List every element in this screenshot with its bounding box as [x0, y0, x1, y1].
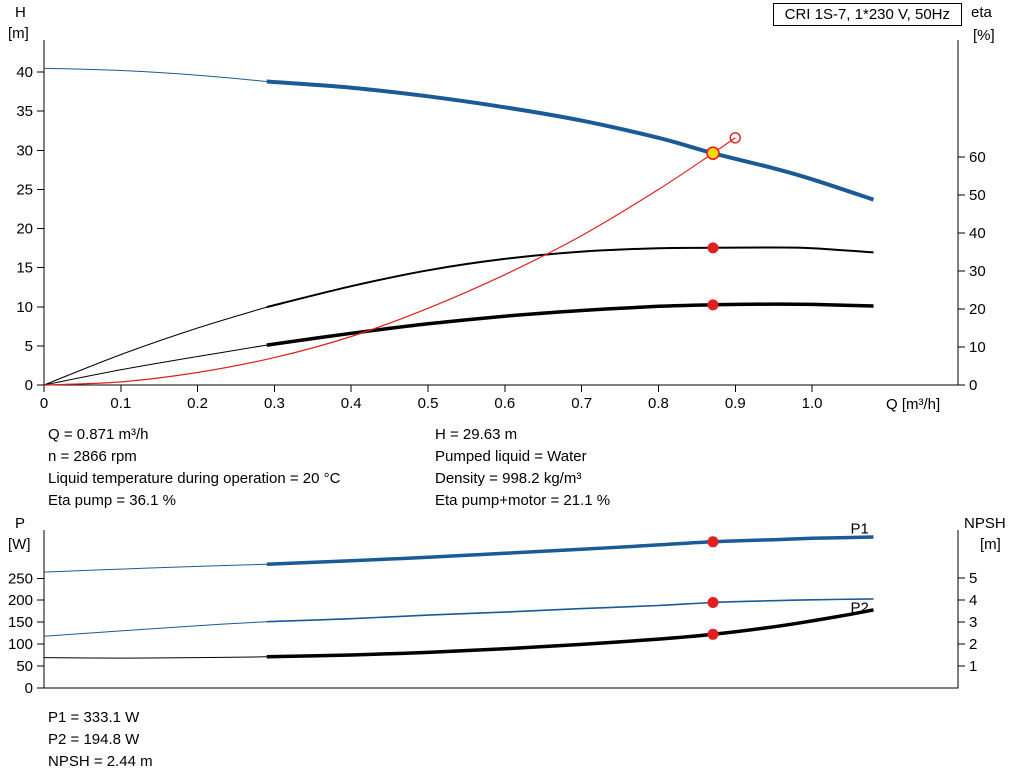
- power-npsh-chart-p1-lead: [43, 563, 267, 573]
- qh-eta-chart-eta-pump-lead: [43, 306, 267, 386]
- x-tick-label: 0.8: [648, 395, 669, 412]
- y-right-tick-label: 1: [969, 658, 977, 675]
- y-left-tick-label: 20: [16, 221, 33, 238]
- y-right-tick-label: 20: [969, 301, 986, 318]
- y-left-tick-label: 5: [25, 338, 33, 355]
- npsh-duty-dot: [707, 628, 719, 640]
- y-left-tick-label: 0: [25, 680, 33, 697]
- y-right-tick-label: 30: [969, 263, 986, 280]
- x-tick-label: 0.7: [571, 395, 592, 412]
- x-tick-label: 0.1: [110, 395, 131, 412]
- system-open-circle: [729, 132, 741, 144]
- qh-eta-chart-eta-pump-curve: [266, 246, 874, 309]
- power-npsh-chart-axes: [43, 530, 959, 689]
- y-left-tick-label: 30: [16, 142, 33, 159]
- info-liquid-temp: Liquid temperature during operation = 20…: [48, 470, 341, 487]
- p-axis-unit: [W]: [8, 536, 31, 553]
- x-tick-label: 0.4: [341, 395, 362, 412]
- y-right-tick-label: 40: [969, 225, 986, 242]
- y-left-tick-label: 100: [8, 636, 33, 653]
- info-eta-pump-motor: Eta pump+motor = 21.1 %: [435, 492, 611, 509]
- qh-eta-chart-eta-pump-motor-curve: [266, 302, 874, 347]
- y-right-tick-label: 5: [969, 570, 977, 587]
- eta-pump-duty-dot: [707, 242, 719, 254]
- pump-title-box: CRI 1S-7, 1*230 V, 50Hz: [772, 3, 962, 26]
- x-tick-label: 0: [40, 395, 48, 412]
- qh-eta-chart-system-curve: [43, 137, 736, 386]
- eta-axis-title: eta: [971, 4, 992, 21]
- info-p1: P1 = 333.1 W: [48, 709, 140, 726]
- qh-eta-chart-qh-curve: [266, 79, 875, 202]
- y-left-tick-label: 200: [8, 592, 33, 609]
- x-tick-label: 0.5: [418, 395, 439, 412]
- power-npsh-chart: 0 50 100 150 200 250 1 2 3 4 5 P1 P2: [8, 521, 977, 697]
- info-p2: P2 = 194.8 W: [48, 731, 140, 748]
- pump-title: CRI 1S-7, 1*230 V, 50Hz: [784, 6, 950, 23]
- y-right-tick-label: 3: [969, 614, 977, 631]
- info-density: Density = 998.2 kg/m³: [435, 470, 582, 487]
- power-npsh-chart-p2-lead: [43, 621, 267, 637]
- q-axis-title: Q [m³/h]: [886, 396, 941, 413]
- duty-info-right-column: H = 29.63 m Pumped liquid = Water Densit…: [435, 424, 610, 512]
- y-right-tick-label: 50: [969, 187, 986, 204]
- x-tick-label: 0.2: [187, 395, 208, 412]
- power-npsh-chart-npsh-curve: [266, 608, 874, 659]
- y-left-tick-label: 40: [16, 64, 33, 81]
- y-right-tick-label: 60: [969, 149, 986, 166]
- y-right-tick-label: 0: [969, 377, 977, 394]
- y-left-tick-label: 50: [16, 658, 33, 675]
- x-tick-label: 0.3: [264, 395, 285, 412]
- info-head: H = 29.63 m: [435, 426, 518, 443]
- h-axis-title: H: [15, 4, 26, 21]
- x-tick-label: 1.0: [802, 395, 823, 412]
- p2-duty-dot: [707, 597, 719, 609]
- qh-eta-chart: 0 5 10 15 20 25 30 35 40 0 10 20 30 40 50 60 0 0.1 0.2 0.3 0…: [16, 40, 986, 412]
- power-npsh-chart-npsh-lead: [43, 656, 267, 659]
- power-npsh-chart-p1-curve: [266, 535, 874, 566]
- y-left-tick-label: 10: [16, 299, 33, 316]
- eta-pump-motor-duty-dot: [707, 299, 719, 311]
- info-eta-pump: Eta pump = 36.1 %: [48, 492, 176, 509]
- y-right-tick-label: 10: [969, 339, 986, 356]
- p-axis-title: P: [15, 515, 26, 532]
- info-pumped-liquid: Pumped liquid = Water: [435, 448, 587, 465]
- npsh-axis-unit: [m]: [980, 536, 1001, 553]
- y-left-tick-label: 35: [16, 103, 33, 120]
- qh-eta-chart-qh-curve-lead: [43, 67, 267, 82]
- duty-point[interactable]: [706, 146, 720, 161]
- x-tick-label: 0.6: [494, 395, 515, 412]
- y-right-tick-label: 4: [969, 592, 977, 609]
- power-npsh-chart-p2-curve: [266, 598, 874, 623]
- h-axis-unit: [m]: [8, 25, 29, 42]
- qh-eta-chart-eta-pump-motor-lead: [43, 344, 267, 386]
- npsh-axis-title: NPSH: [964, 515, 1006, 532]
- power-info-column: P1 = 333.1 W P2 = 194.8 W NPSH = 2.44 m: [48, 707, 153, 773]
- y-left-tick-label: 15: [16, 260, 33, 277]
- y-left-tick-label: 25: [16, 181, 33, 198]
- y-left-tick-label: 0: [25, 377, 33, 394]
- y-left-tick-label: 250: [8, 570, 33, 587]
- info-npsh: NPSH = 2.44 m: [48, 753, 153, 770]
- info-speed: n = 2866 rpm: [48, 448, 137, 465]
- p1-duty-dot: [707, 536, 719, 548]
- curve-label-p1: P1: [850, 521, 868, 538]
- x-tick-label: 0.9: [725, 395, 746, 412]
- qh-eta-chart-axes: [43, 40, 959, 386]
- curve-label-p2: P2: [850, 600, 868, 617]
- y-right-tick-label: 2: [969, 636, 977, 653]
- info-flow: Q = 0.871 m³/h: [48, 426, 149, 443]
- y-left-tick-label: 150: [8, 614, 33, 631]
- duty-info-left-column: Q = 0.871 m³/h n = 2866 rpm Liquid tempe…: [48, 424, 340, 512]
- eta-axis-unit: [%]: [973, 27, 995, 44]
